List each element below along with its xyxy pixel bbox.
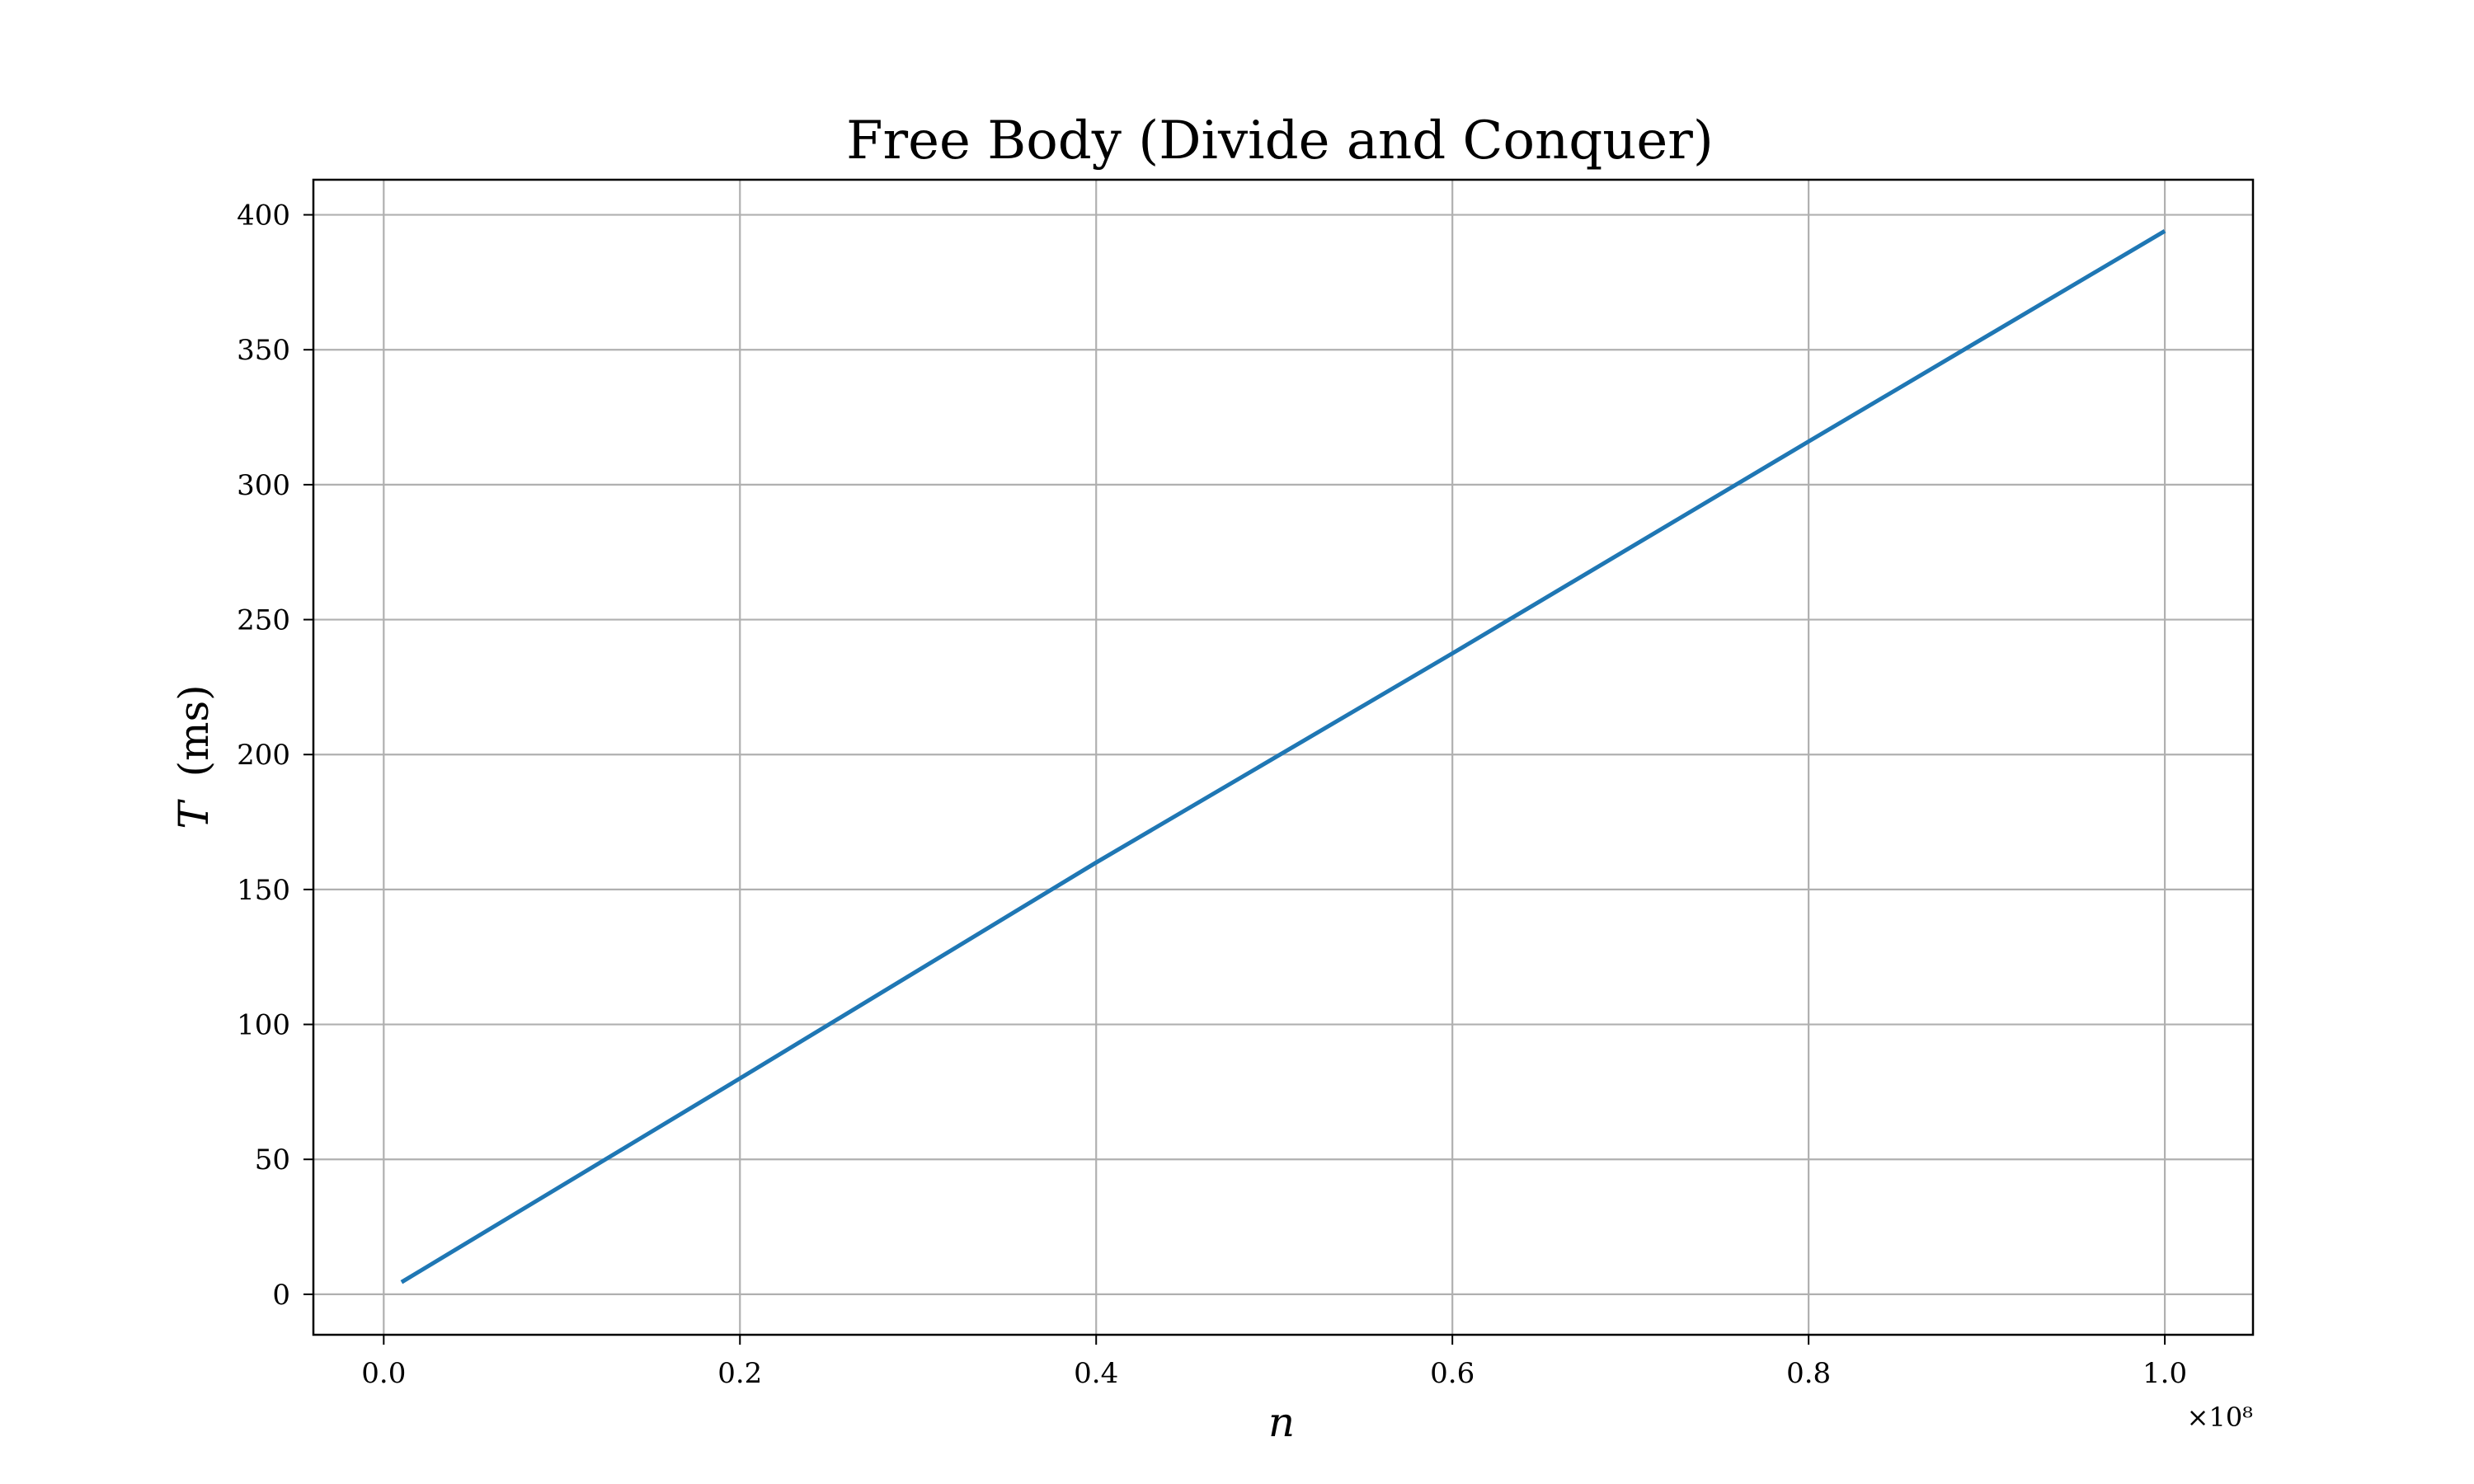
x-tick-label: 0.0 bbox=[361, 1357, 406, 1390]
svg-text:T (ms): T (ms) bbox=[170, 684, 218, 829]
x-tick-label: 0.6 bbox=[1430, 1357, 1475, 1390]
grid bbox=[313, 180, 2253, 1335]
y-axis-label: T (ms) bbox=[170, 684, 218, 829]
chart-title: Free Body (Divide and Conquer) bbox=[846, 110, 1714, 171]
series-line bbox=[400, 229, 2166, 1284]
y-tick-label: 50 bbox=[255, 1144, 290, 1176]
y-tick-label: 400 bbox=[237, 200, 290, 232]
y-axis-label-var: T bbox=[170, 799, 218, 829]
x-tick-label: 0.4 bbox=[1074, 1357, 1118, 1390]
y-axis-ticks: 0 50 100 150 200 250 300 350 400 bbox=[237, 200, 313, 1312]
y-tick-label: 250 bbox=[237, 604, 290, 637]
y-axis-label-unit: (ms) bbox=[170, 684, 218, 777]
plot-frame bbox=[312, 178, 2255, 1336]
y-tick-label: 150 bbox=[237, 874, 290, 907]
x-tick-label: 0.2 bbox=[717, 1357, 762, 1390]
y-tick-label: 350 bbox=[237, 334, 290, 367]
x-tick-label: 1.0 bbox=[2142, 1357, 2187, 1390]
y-tick-label: 0 bbox=[272, 1279, 290, 1312]
x-axis-offset-label: ×10⁸ bbox=[2187, 1402, 2253, 1433]
series-layer bbox=[400, 229, 2166, 1284]
x-axis-ticks: 0.0 0.2 0.4 0.6 0.8 1.0 bbox=[361, 1335, 2187, 1390]
x-axis-label: n bbox=[1268, 1398, 1295, 1446]
y-tick-label: 100 bbox=[237, 1009, 290, 1042]
y-tick-label: 200 bbox=[237, 739, 290, 772]
x-tick-label: 0.8 bbox=[1786, 1357, 1831, 1390]
y-tick-label: 300 bbox=[237, 469, 290, 502]
